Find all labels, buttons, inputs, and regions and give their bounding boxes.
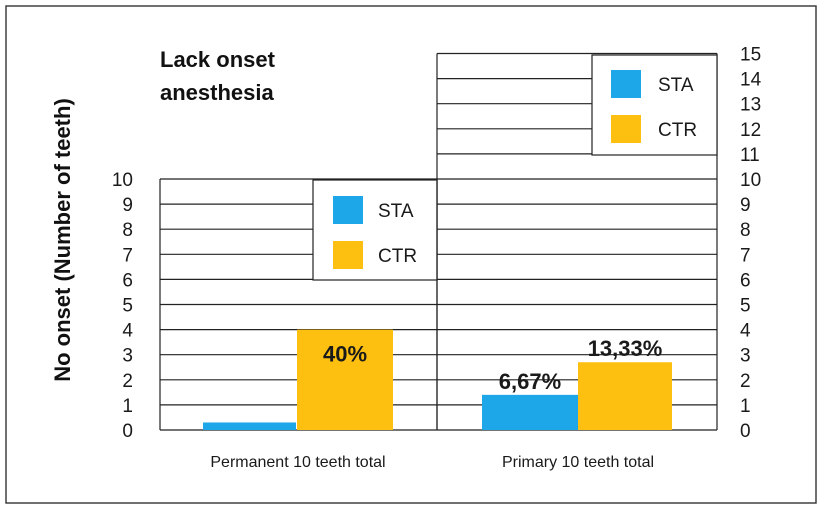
y-tick-label: 4 xyxy=(740,321,751,342)
legend-box xyxy=(312,179,438,281)
y-tick-label: 3 xyxy=(122,346,133,367)
x-category-label: Primary 10 teeth total xyxy=(502,454,654,471)
y-tick-label: 7 xyxy=(122,245,133,266)
data-label-ctr: 40% xyxy=(323,342,367,367)
panel-permanent: 0 1 2 3 4 5 6 7 8 9 10 STA CTR 40% Permanent 10 teeth … xyxy=(112,170,438,471)
y-tick-label: 9 xyxy=(122,195,133,216)
bar-ctr xyxy=(578,362,672,430)
legend-box xyxy=(591,54,718,156)
legend-label-sta: STA xyxy=(378,201,414,222)
y-tick-label: 2 xyxy=(740,371,751,392)
y-tick-label: 8 xyxy=(740,220,751,241)
bar-ctr xyxy=(297,329,393,430)
y-tick-label: 10 xyxy=(740,170,761,191)
y-tick-label: 9 xyxy=(740,195,751,216)
y-tick-label: 10 xyxy=(112,170,133,191)
y-tick-label: 13 xyxy=(740,95,761,116)
legend-swatch-sta xyxy=(611,70,641,98)
y-tick-label: 0 xyxy=(740,421,751,442)
y-tick-label: 2 xyxy=(122,371,133,392)
y-tick-label: 4 xyxy=(122,321,133,342)
y-tick-label: 3 xyxy=(740,346,751,367)
y-tick-label: 6 xyxy=(740,270,751,291)
y-tick-label: 12 xyxy=(740,120,761,141)
y-tick-label: 0 xyxy=(122,421,133,442)
y-tick-label: 8 xyxy=(122,220,133,241)
legend-swatch-sta xyxy=(333,196,363,224)
y-tick-label: 11 xyxy=(740,145,760,166)
bar-sta xyxy=(482,394,578,430)
chart-title-line-1: Lack onset xyxy=(160,47,276,72)
y-tick-label: 5 xyxy=(740,296,751,317)
y-tick-label: 15 xyxy=(740,45,761,66)
legend-label-ctr: CTR xyxy=(378,246,417,267)
y-tick-label: 1 xyxy=(122,396,133,417)
x-category-label: Permanent 10 teeth total xyxy=(210,454,385,471)
data-label-ctr: 13,33% xyxy=(588,336,663,361)
y-axis-label: No onset (Number of teeth) xyxy=(50,98,75,382)
data-label-sta: 6,67% xyxy=(499,369,561,394)
y-tick-label: 6 xyxy=(122,270,133,291)
chart-title-line-2: anesthesia xyxy=(160,80,274,105)
y-tick-label: 1 xyxy=(740,396,751,417)
legend-label-sta: STA xyxy=(658,75,694,96)
legend-swatch-ctr xyxy=(611,115,641,143)
legend-swatch-ctr xyxy=(333,241,363,269)
y-tick-label: 5 xyxy=(122,296,133,317)
y-tick-label: 14 xyxy=(740,70,762,91)
y-tick-label: 7 xyxy=(740,245,751,266)
bar-sta xyxy=(203,422,296,430)
panel-primary: 0123456789101112131415STACTR6,67%13,33%P… xyxy=(436,45,762,471)
legend-label-ctr: CTR xyxy=(658,120,697,141)
